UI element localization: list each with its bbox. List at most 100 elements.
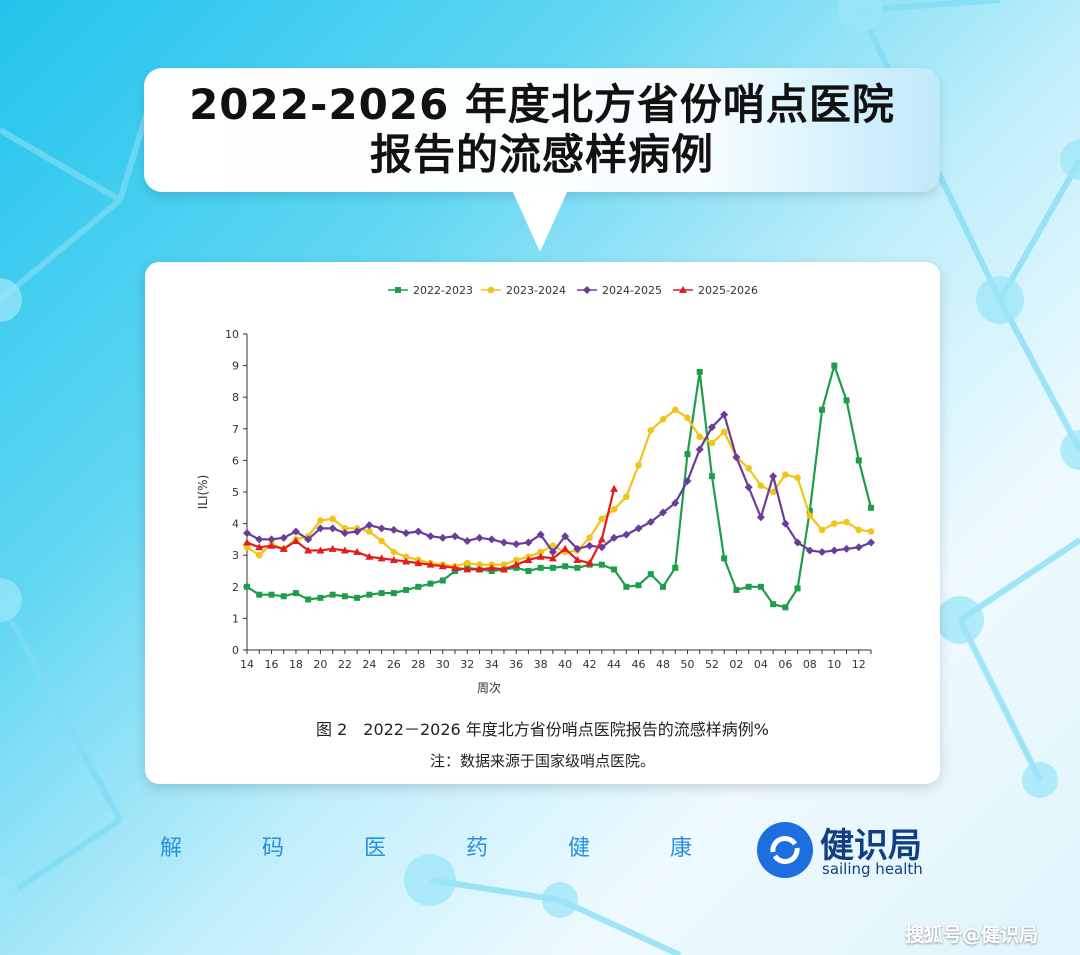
data-point-2022-2023 bbox=[390, 590, 397, 597]
brand-name-cn: 健识局 bbox=[820, 826, 922, 866]
x-tick-label: 20 bbox=[313, 658, 327, 671]
series-line-2024-2025 bbox=[246, 412, 872, 554]
data-point-2023-2024 bbox=[745, 465, 752, 472]
x-tick-label: 12 bbox=[852, 658, 866, 671]
legend-marker-2025-2026 bbox=[679, 286, 687, 293]
data-point-2024-2025 bbox=[487, 535, 496, 544]
x-tick-label: 16 bbox=[264, 658, 278, 671]
data-point-2022-2023 bbox=[378, 590, 385, 597]
data-point-2022-2023 bbox=[317, 594, 324, 601]
data-point-2024-2025 bbox=[402, 529, 411, 538]
data-point-2023-2024 bbox=[402, 553, 410, 561]
data-point-2024-2025 bbox=[818, 548, 827, 557]
data-point-2025-2026 bbox=[499, 565, 508, 573]
data-point-2022-2023 bbox=[244, 583, 250, 590]
data-point-2024-2025 bbox=[548, 548, 557, 557]
data-point-2025-2026 bbox=[377, 554, 386, 562]
data-point-2025-2026 bbox=[573, 555, 582, 563]
data-point-2024-2025 bbox=[805, 546, 814, 555]
data-point-2023-2024 bbox=[537, 548, 544, 556]
data-point-2024-2025 bbox=[499, 538, 508, 547]
footer-char-6: 康 bbox=[670, 836, 693, 861]
data-point-2022-2023 bbox=[354, 594, 361, 601]
data-point-2025-2026 bbox=[316, 546, 325, 554]
data-point-2025-2026 bbox=[487, 563, 496, 571]
data-point-2022-2023 bbox=[537, 564, 544, 571]
data-point-2024-2025 bbox=[561, 532, 570, 541]
data-point-2022-2023 bbox=[819, 406, 826, 413]
data-point-2023-2024 bbox=[463, 559, 471, 567]
data-point-2022-2023 bbox=[525, 568, 532, 574]
data-point-2024-2025 bbox=[756, 513, 765, 522]
data-point-2022-2023 bbox=[733, 586, 740, 593]
data-point-2025-2026 bbox=[585, 559, 594, 567]
x-tick-label: 46 bbox=[632, 658, 646, 671]
data-point-2024-2025 bbox=[769, 472, 778, 481]
x-tick-label: 50 bbox=[680, 658, 694, 671]
data-point-2022-2023 bbox=[757, 583, 764, 590]
data-point-2022-2023 bbox=[341, 593, 348, 600]
brand-name-en: sailing health bbox=[822, 860, 923, 878]
y-tick-label: 6 bbox=[232, 454, 239, 467]
data-point-2022-2023 bbox=[562, 563, 569, 570]
data-point-2022-2023 bbox=[439, 577, 446, 584]
data-point-2023-2024 bbox=[830, 520, 838, 527]
x-tick-label: 34 bbox=[485, 658, 499, 671]
data-point-2023-2024 bbox=[782, 471, 789, 478]
data-point-2023-2024 bbox=[476, 561, 483, 568]
data-point-2023-2024 bbox=[720, 428, 728, 436]
data-point-2022-2023 bbox=[549, 564, 556, 571]
data-point-2024-2025 bbox=[732, 453, 741, 462]
title-line-2: 报告的流感样病例 bbox=[369, 130, 714, 179]
data-point-2025-2026 bbox=[536, 552, 545, 560]
data-point-2022-2023 bbox=[745, 583, 752, 590]
data-point-2024-2025 bbox=[622, 530, 631, 539]
data-point-2022-2023 bbox=[427, 580, 434, 587]
data-point-2024-2025 bbox=[475, 533, 484, 542]
data-point-2024-2025 bbox=[536, 530, 545, 539]
x-tick-label: 40 bbox=[558, 658, 572, 671]
footer-char-2: 码 bbox=[262, 836, 285, 861]
data-point-2024-2025 bbox=[451, 532, 459, 541]
data-point-2024-2025 bbox=[683, 476, 692, 485]
y-tick-label: 8 bbox=[232, 391, 239, 404]
data-point-2024-2025 bbox=[512, 540, 521, 549]
data-point-2024-2025 bbox=[279, 533, 288, 542]
data-point-2023-2024 bbox=[622, 493, 630, 501]
data-point-2023-2024 bbox=[647, 427, 655, 434]
data-point-2022-2023 bbox=[672, 564, 679, 571]
data-point-2024-2025 bbox=[291, 527, 300, 536]
data-point-2022-2023 bbox=[305, 596, 312, 603]
legend-label-2025-2026: 2025-2026 bbox=[698, 284, 758, 297]
footer-char-5: 健 bbox=[568, 836, 591, 861]
x-tick-label: 48 bbox=[656, 658, 670, 671]
x-tick-label: 28 bbox=[411, 658, 425, 671]
footer-char-3: 医 bbox=[364, 836, 387, 861]
data-point-2024-2025 bbox=[267, 535, 276, 544]
x-tick-label: 02 bbox=[729, 658, 743, 671]
x-tick-label: 30 bbox=[436, 658, 450, 671]
data-point-2025-2026 bbox=[512, 560, 521, 568]
data-point-2023-2024 bbox=[549, 542, 557, 550]
data-point-2024-2025 bbox=[646, 518, 655, 527]
data-point-2025-2026 bbox=[475, 565, 484, 573]
data-point-2022-2023 bbox=[831, 362, 838, 369]
data-point-2022-2023 bbox=[647, 571, 654, 578]
data-point-2023-2024 bbox=[684, 414, 691, 422]
data-point-2023-2024 bbox=[855, 526, 863, 534]
data-point-2023-2024 bbox=[696, 433, 704, 440]
data-point-2025-2026 bbox=[548, 554, 557, 562]
data-point-2022-2023 bbox=[868, 504, 874, 511]
data-point-2024-2025 bbox=[793, 538, 802, 547]
data-point-2024-2025 bbox=[867, 538, 875, 547]
data-point-2022-2023 bbox=[635, 582, 642, 589]
data-point-2022-2023 bbox=[403, 586, 410, 593]
data-point-2025-2026 bbox=[328, 544, 337, 552]
data-point-2022-2023 bbox=[598, 561, 605, 568]
figure-note: 注：数据来源于国家级哨点医院。 bbox=[429, 752, 655, 770]
x-tick-label: 26 bbox=[387, 658, 401, 671]
data-point-2025-2026 bbox=[524, 555, 533, 563]
legend-label-2024-2025: 2024-2025 bbox=[602, 284, 662, 297]
data-point-2023-2024 bbox=[708, 439, 716, 447]
